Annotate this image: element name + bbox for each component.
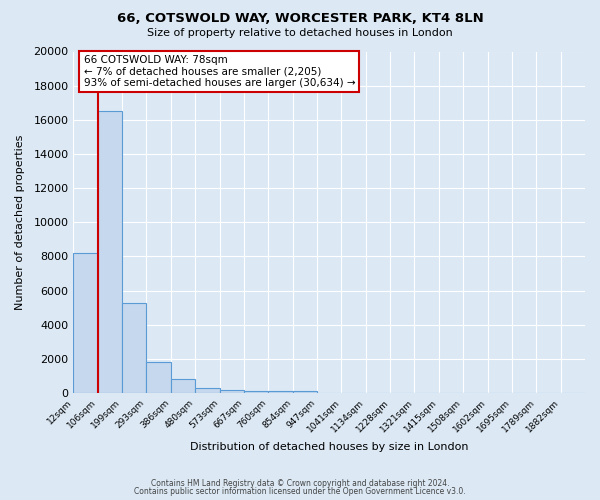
Bar <box>146 362 171 393</box>
Bar <box>98 112 122 393</box>
Text: Size of property relative to detached houses in London: Size of property relative to detached ho… <box>147 28 453 38</box>
Text: Contains public sector information licensed under the Open Government Licence v3: Contains public sector information licen… <box>134 487 466 496</box>
X-axis label: Distribution of detached houses by size in London: Distribution of detached houses by size … <box>190 442 469 452</box>
Bar <box>220 390 244 393</box>
Bar <box>171 380 195 393</box>
Bar <box>122 302 146 393</box>
Bar <box>293 392 317 393</box>
Text: 66, COTSWOLD WAY, WORCESTER PARK, KT4 8LN: 66, COTSWOLD WAY, WORCESTER PARK, KT4 8L… <box>116 12 484 26</box>
Bar <box>195 388 220 393</box>
Y-axis label: Number of detached properties: Number of detached properties <box>15 134 25 310</box>
Text: Contains HM Land Registry data © Crown copyright and database right 2024.: Contains HM Land Registry data © Crown c… <box>151 478 449 488</box>
Bar <box>244 390 268 393</box>
Text: 66 COTSWOLD WAY: 78sqm
← 7% of detached houses are smaller (2,205)
93% of semi-d: 66 COTSWOLD WAY: 78sqm ← 7% of detached … <box>83 55 355 88</box>
Bar <box>73 253 98 393</box>
Bar <box>268 392 293 393</box>
